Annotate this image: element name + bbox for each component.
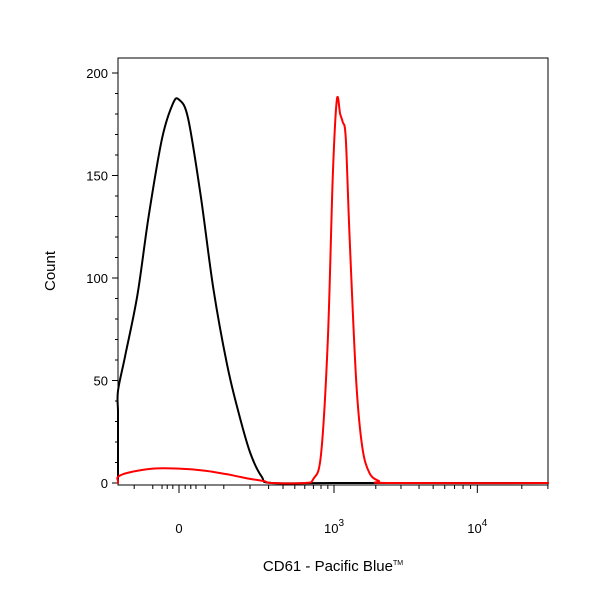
x-axis-title: CD61 - Pacific BlueTM xyxy=(263,558,403,575)
x-tick-exponent: 3 xyxy=(338,518,344,529)
x-tick-label: 104 xyxy=(467,518,487,536)
series-line-stained xyxy=(116,96,549,485)
y-axis-ticks: 0 50 100 150 200 xyxy=(86,66,118,491)
x-tick-base: 10 xyxy=(467,521,481,536)
x-tick-base: 10 xyxy=(324,521,338,536)
series-line-control xyxy=(116,97,549,485)
x-tick-base: 0 xyxy=(175,521,182,536)
y-tick-label: 200 xyxy=(86,66,108,81)
x-axis-ticks: 0103104105 xyxy=(175,485,488,536)
minor-ticks xyxy=(115,93,549,489)
x-tick-label: 103 xyxy=(324,518,344,536)
x-tick-label: 0 xyxy=(175,521,182,536)
y-tick-label: 150 xyxy=(86,169,108,184)
y-tick-label: 50 xyxy=(94,374,108,389)
x-tick-exponent: 4 xyxy=(482,518,488,529)
x-axis-title-text: CD61 - Pacific Blue xyxy=(263,558,393,575)
plot-frame xyxy=(117,57,549,486)
y-axis-title: Count xyxy=(42,250,59,291)
x-axis-title-mark: TM xyxy=(393,560,403,567)
y-tick-label: 0 xyxy=(101,476,108,491)
series-group xyxy=(116,96,549,485)
y-tick-label: 100 xyxy=(86,271,108,286)
